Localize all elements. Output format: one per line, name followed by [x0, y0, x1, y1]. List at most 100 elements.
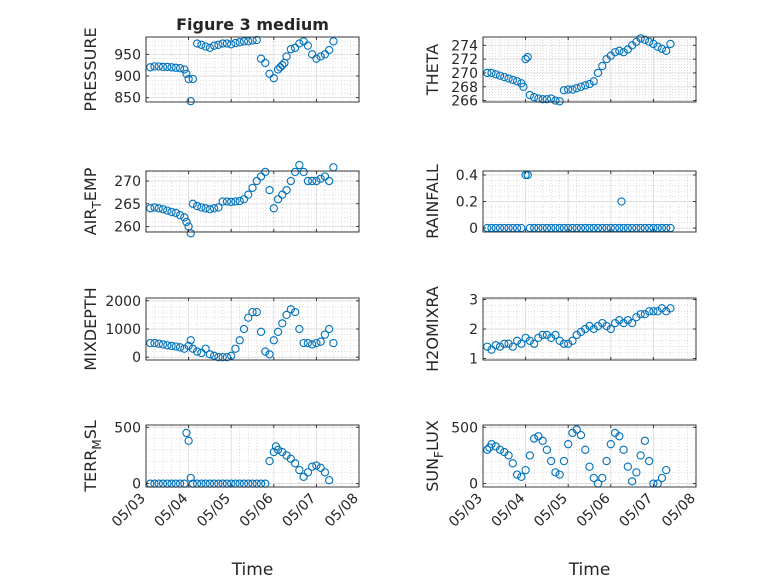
data-point [662, 465, 671, 475]
data-point [329, 37, 338, 46]
data-point [231, 38, 240, 48]
data-point [649, 307, 658, 316]
y-tick-label: 850 [114, 91, 141, 107]
data-point [214, 40, 223, 49]
axes-box [482, 424, 697, 488]
data-point [555, 470, 564, 479]
plot-area [146, 37, 359, 102]
data-point [640, 35, 650, 44]
data-point [559, 339, 569, 348]
data-point [303, 338, 313, 348]
y-tick-label: 0 [469, 477, 478, 493]
data-point [248, 307, 257, 317]
data-point [180, 213, 189, 222]
data-point [182, 217, 191, 227]
data-point [542, 330, 552, 340]
data-point [572, 425, 581, 434]
data-point [154, 204, 163, 213]
data-point [649, 39, 658, 49]
data-point [606, 440, 615, 449]
series-markers [146, 35, 338, 106]
data-point [252, 176, 261, 186]
data-point [205, 350, 215, 359]
data-point [615, 46, 624, 55]
y-tick-label: 1000 [105, 322, 141, 338]
data-point [210, 41, 219, 50]
data-point [150, 62, 159, 71]
data-point [568, 336, 577, 345]
data-point [585, 321, 594, 331]
data-point [227, 40, 236, 49]
y-tick-label: 260 [114, 220, 141, 236]
data-point [192, 39, 202, 48]
data-point [500, 339, 509, 348]
data-point [521, 54, 530, 64]
data-point [180, 344, 189, 353]
series-markers [483, 425, 671, 488]
data-point [167, 207, 176, 217]
data-point [504, 339, 513, 348]
y-tick-label: 0.2 [456, 195, 478, 211]
data-point [222, 197, 232, 206]
y-tick-label: 270 [114, 174, 141, 190]
data-point [278, 61, 287, 70]
data-point [312, 176, 321, 186]
data-point [316, 52, 325, 61]
axes-box [145, 424, 360, 488]
data-point [606, 324, 615, 334]
data-point [150, 203, 159, 212]
axes-box [145, 170, 360, 233]
data-point [184, 436, 193, 445]
data-point [534, 432, 543, 441]
data-point [598, 473, 607, 483]
data-point [295, 160, 304, 170]
data-point [519, 82, 528, 91]
data-point [495, 71, 505, 80]
data-point [320, 172, 330, 181]
data-point [312, 461, 321, 470]
data-point [269, 447, 278, 457]
data-point [615, 432, 624, 441]
y-tick-label: 0 [132, 350, 141, 366]
plot-area [483, 425, 696, 487]
data-point [559, 456, 569, 466]
data-point [299, 37, 308, 46]
data-point [261, 347, 270, 356]
y-tick-label: 0 [469, 221, 478, 237]
data-point [256, 172, 266, 181]
data-point [163, 62, 172, 72]
x-axis-label: Time [568, 560, 611, 580]
data-point [182, 428, 191, 438]
data-point [188, 344, 198, 353]
data-point [547, 333, 556, 343]
data-point [239, 324, 249, 334]
data-point [632, 313, 641, 322]
data-point [512, 470, 522, 479]
data-point [175, 64, 185, 73]
data-point [602, 321, 611, 331]
data-point [504, 74, 513, 83]
data-point [312, 338, 321, 348]
data-point [593, 321, 603, 331]
y-tick-label: 265 [114, 197, 141, 213]
data-point [320, 330, 330, 339]
plot-area [146, 171, 359, 232]
data-point [235, 196, 244, 206]
data-point [171, 342, 180, 351]
data-point [487, 68, 496, 78]
data-point [555, 336, 564, 345]
data-point [218, 39, 227, 48]
subplot-rainfall: 0 0.2 0.4 RAINFALL [423, 164, 697, 239]
data-point [619, 48, 628, 57]
data-point [182, 69, 191, 78]
data-point [146, 338, 155, 348]
data-point [581, 324, 590, 334]
data-point [538, 436, 547, 445]
data-point [286, 305, 295, 314]
axes-box [482, 36, 697, 103]
data-point [244, 313, 253, 322]
data-point [210, 204, 219, 213]
data-point [201, 344, 210, 353]
data-point [163, 341, 172, 350]
